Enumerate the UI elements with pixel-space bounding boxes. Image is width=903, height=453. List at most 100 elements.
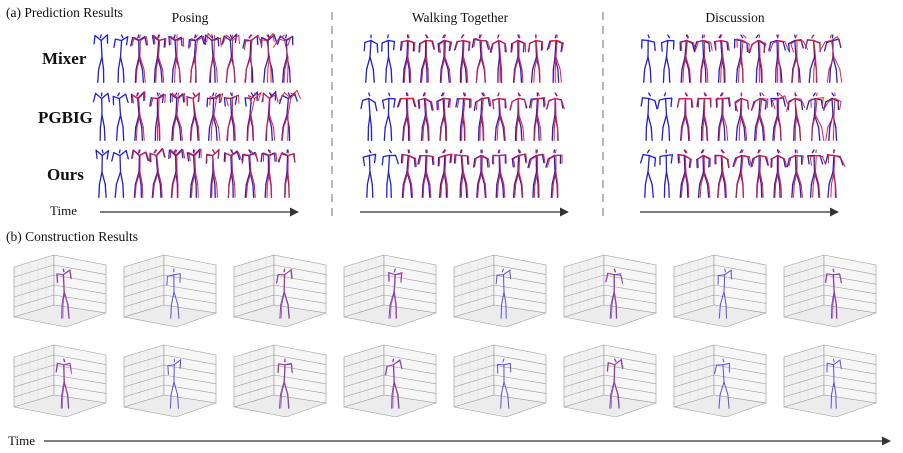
skeleton-pred-0-0-10	[273, 34, 292, 83]
plot-skeleton-1-6	[714, 358, 730, 409]
skeleton-pred-0-2-3	[150, 148, 166, 198]
skeleton-gt-1-1-4	[436, 92, 451, 141]
skeleton-pred-2-1-4	[716, 92, 731, 141]
plot-3d-1-3	[343, 344, 437, 418]
skeleton-gt-2-0-1	[660, 34, 675, 83]
skeleton-gt-2-0-0	[641, 34, 656, 83]
skeleton-pred-2-0-10	[819, 34, 843, 83]
skeleton-gt-0-2-10	[278, 149, 296, 198]
plot-skeleton-pred-0-7	[825, 268, 842, 319]
plot-3d-0-6	[673, 254, 767, 328]
time-label-a: Time	[50, 203, 77, 218]
skeleton-pred-1-1-9	[530, 92, 546, 141]
skeleton-pred-2-2-4	[715, 149, 730, 198]
skeleton-gt-0-0-1	[113, 34, 129, 83]
plot-skeleton-pred-0-0	[56, 268, 72, 319]
plot-skeleton-1-1	[167, 358, 182, 409]
skeleton-gt-0-0-0	[93, 34, 109, 83]
skeleton-pred-0-2-5	[188, 148, 202, 198]
skeleton-pred-0-0-8	[243, 34, 262, 83]
skeleton-pred-1-2-9	[528, 149, 546, 198]
skeleton-gt-0-1-0	[92, 92, 111, 141]
skeleton-pred-0-0-6	[206, 32, 222, 83]
plot-skeleton-0-7	[824, 268, 842, 319]
plot-skeleton-pred-1-2	[278, 358, 293, 409]
skeleton-pred-2-2-3	[697, 149, 711, 198]
skeleton-gt-2-2-8	[786, 149, 803, 198]
skeleton-pred-1-0-4	[438, 34, 453, 83]
skeleton-gt-1-1-1	[382, 92, 396, 141]
plot-3d-1-5	[563, 344, 657, 418]
plot-3d-0-1	[123, 254, 217, 328]
skeleton-gt-2-0-8	[787, 34, 804, 83]
skeleton-pred-1-2-10	[547, 149, 563, 198]
plot-3d-0-3	[343, 254, 437, 328]
skeleton-pred-1-0-3	[419, 34, 436, 83]
plot-skeleton-1-3	[384, 358, 403, 409]
skeleton-pred-0-1-8	[247, 92, 262, 141]
skeleton-gt-0-1-1	[112, 92, 129, 141]
row-label-mixer: Mixer	[42, 49, 87, 68]
skeleton-pred-1-0-5	[454, 34, 471, 83]
skeleton-pred-2-0-4	[715, 34, 730, 83]
skeleton-pred-1-1-7	[492, 92, 507, 141]
section-a-title: (a) Prediction Results	[6, 5, 123, 20]
skeleton-pred-1-1-2	[398, 92, 417, 141]
skeleton-pred-1-2-3	[418, 149, 435, 198]
plot-3d-0-7	[783, 254, 877, 328]
skeleton-pred-0-2-2	[131, 149, 150, 198]
skeleton-gt-1-0-0	[363, 34, 379, 83]
skeleton-gt-2-0-2	[679, 34, 696, 83]
skeleton-gt-1-2-1	[381, 149, 399, 198]
skeleton-pred-2-0-6	[748, 34, 767, 83]
prediction-skeletons	[92, 32, 846, 198]
plot-skeleton-pred-0-3	[388, 268, 403, 319]
skeleton-pred-1-1-4	[437, 92, 451, 141]
skeleton-pred-1-0-2	[400, 34, 416, 83]
skeleton-pred-2-2-2	[678, 149, 692, 198]
skeleton-pred-2-0-5	[736, 34, 750, 83]
plot-3d-0-5	[563, 254, 657, 328]
skeleton-pred-0-2-10	[277, 149, 296, 198]
skeleton-pred-0-1-6	[209, 92, 224, 141]
skeleton-gt-2-0-10	[823, 34, 842, 83]
skeleton-gt-2-2-9	[807, 149, 824, 198]
skeleton-pred-1-2-7	[493, 149, 507, 198]
skeleton-gt-2-1-1	[657, 92, 673, 141]
skeleton-pred-1-1-8	[510, 92, 527, 141]
skeleton-pred-0-2-8	[242, 149, 259, 198]
skeleton-gt-2-1-0	[640, 92, 658, 141]
plot-3d-0-4	[453, 254, 547, 328]
plot-3d-1-2	[233, 344, 327, 418]
skeleton-pred-1-2-5	[455, 149, 470, 198]
plot-3d-0-2	[233, 254, 327, 328]
skeleton-pred-2-1-7	[771, 92, 789, 141]
skeleton-pred-0-1-3	[150, 92, 166, 141]
skeleton-gt-1-2-0	[362, 149, 377, 198]
plot-3d-1-1	[123, 344, 217, 418]
plot-skeleton-1-4	[496, 358, 512, 409]
skeleton-pred-1-2-6	[474, 149, 491, 198]
plot-skeleton-pred-0-5	[605, 268, 624, 319]
skeleton-pred-2-1-8	[786, 92, 806, 141]
group-title-posing: Posing	[171, 10, 209, 25]
skeleton-pred-0-0-7	[222, 34, 241, 83]
skeleton-pred-0-0-4	[170, 34, 185, 83]
skeleton-pred-2-2-9	[809, 149, 827, 198]
skeleton-pred-1-1-5	[457, 92, 472, 141]
skeleton-pred-0-0-5	[189, 34, 207, 83]
time-label-b: Time	[8, 433, 35, 448]
skeleton-gt-1-1-0	[360, 92, 378, 141]
skeleton-pred-1-2-2	[402, 149, 417, 198]
skeleton-pred-0-1-4	[171, 92, 186, 141]
skeleton-pred-2-2-5	[733, 149, 752, 198]
plot-3d-1-7	[783, 344, 877, 418]
skeleton-pred-2-1-9	[810, 92, 825, 141]
plot-skeleton-0-0	[56, 268, 72, 319]
skeleton-pred-0-2-6	[206, 148, 220, 198]
skeleton-pred-0-0-2	[131, 34, 149, 83]
skeleton-pred-2-0-8	[790, 34, 809, 83]
skeleton-pred-1-0-8	[511, 34, 527, 83]
skeleton-pred-2-1-10	[823, 92, 842, 141]
